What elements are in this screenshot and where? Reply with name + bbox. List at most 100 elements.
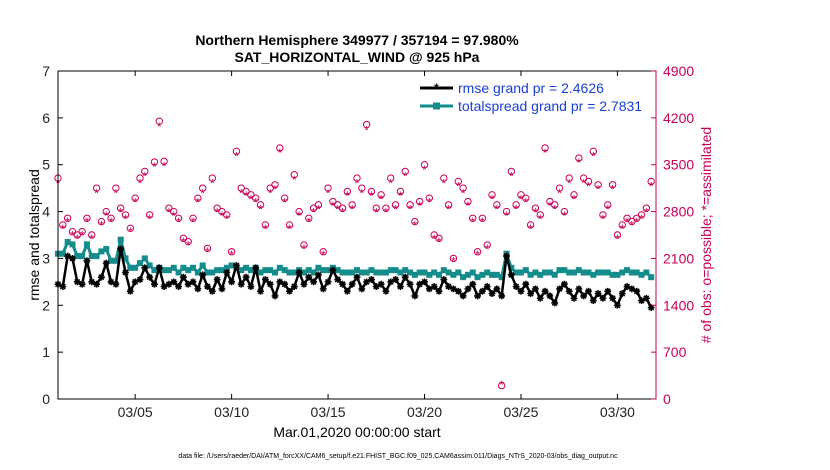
totalspread-point (571, 269, 578, 276)
rmse-point (478, 287, 486, 295)
obs-possible-point (334, 201, 342, 209)
totalspread-point (315, 264, 322, 271)
obs-possible-point (261, 221, 270, 229)
obs-possible-point (319, 248, 327, 256)
rmse-point (594, 290, 602, 297)
obs-possible-point (493, 201, 501, 209)
obs-possible-markers (54, 117, 655, 390)
obs-assimilated-point: * (432, 232, 437, 246)
legend-rmse-marker: * (434, 81, 439, 95)
obs-assimilated-point: * (625, 215, 630, 229)
obs-assimilated-point: * (586, 180, 591, 194)
obs-assimilated-point: * (234, 150, 239, 164)
obs-possible-point (387, 174, 395, 182)
totalspread-point (199, 262, 206, 269)
rmse-point (633, 287, 641, 295)
obs-possible-point (353, 174, 361, 182)
rmse-point (247, 283, 255, 290)
obs-assimilated-point: * (485, 242, 490, 256)
rmse-point (237, 280, 245, 288)
obs-possible-point (555, 184, 564, 192)
totalspread-point (435, 271, 442, 278)
rmse-point (522, 280, 530, 288)
obs-assimilated-point: * (104, 209, 109, 223)
totalspread-point (484, 269, 491, 276)
y-right-tick-label: 2800 (663, 204, 694, 220)
rmse-point (194, 285, 202, 293)
rmse-point (551, 299, 559, 307)
totalspread-point (633, 269, 640, 276)
obs-assimilated-point: * (388, 176, 393, 190)
totalspread-point (262, 267, 269, 274)
totalspread-point (238, 267, 245, 274)
obs-possible-point (608, 181, 617, 189)
obs-possible-point (78, 227, 86, 236)
rmse-point (339, 280, 346, 288)
obs-possible-point (92, 184, 101, 192)
rmse-point (257, 287, 264, 295)
rmse-point (131, 278, 139, 286)
rmse-point (397, 283, 404, 290)
obs-assimilated-point: * (601, 212, 606, 226)
obs-assimilated-point: * (538, 212, 543, 226)
obs-assimilated-point: * (65, 215, 70, 229)
totalspread-point (209, 269, 216, 276)
obs-assimilated-point: * (514, 202, 519, 216)
obs-possible-point (208, 174, 217, 182)
totalspread-point (165, 267, 172, 274)
obs-possible-point (68, 227, 77, 236)
rmse-point (623, 283, 631, 290)
obs-possible-point (252, 194, 260, 202)
obs-possible-point (116, 204, 125, 212)
rmse-point (387, 278, 395, 286)
obs-assimilated-point: * (94, 186, 99, 200)
totalspread-point (170, 264, 177, 271)
y-right-tick-label: 2100 (663, 250, 694, 266)
obs-assimilated-point: * (427, 196, 432, 210)
obs-assimilated-point: * (413, 218, 418, 232)
totalspread-point (378, 269, 385, 276)
obs-assimilated-point: * (562, 209, 567, 223)
rmse-point (343, 287, 351, 295)
obs-possible-point (420, 161, 429, 169)
rmse-point (122, 269, 129, 276)
rmse-point (83, 257, 91, 265)
totalspread-point (609, 271, 616, 278)
y-right-tick-label: 700 (663, 344, 687, 360)
obs-possible-point (633, 214, 641, 222)
obs-assimilated-point: * (326, 186, 331, 200)
y-right-tick-label: 0 (663, 391, 671, 407)
totalspread-point (402, 267, 409, 274)
totalspread-point (108, 257, 115, 264)
obs-assimilated-point: * (142, 170, 147, 184)
obs-possible-point (546, 197, 554, 206)
obs-assimilated-point: * (311, 206, 316, 220)
obs-possible-point (314, 201, 323, 209)
rmse-point (604, 287, 612, 295)
totalspread-point (585, 269, 592, 276)
obs-assimilated-point: * (191, 215, 196, 229)
obs-assimilated-point: * (263, 222, 268, 236)
totalspread-point (180, 264, 187, 271)
totalspread-point (426, 271, 433, 278)
totalspread-series (55, 236, 655, 281)
obs-assimilated-point: * (176, 215, 181, 229)
obs-possible-point (628, 217, 636, 226)
legend-box (418, 76, 648, 118)
rmse-point (589, 297, 597, 304)
rmse-point (392, 276, 399, 283)
totalspread-point (407, 269, 414, 276)
totalspread-point (537, 271, 544, 278)
rmse-point (421, 278, 428, 286)
rmse-point (175, 283, 182, 290)
x-tick-label: 03/25 (503, 404, 538, 420)
totalspread-point (136, 260, 143, 267)
rmse-point (165, 280, 173, 288)
obs-possible-point (203, 244, 212, 253)
totalspread-point (460, 274, 467, 281)
obs-assimilated-point: * (89, 232, 94, 246)
totalspread-point (546, 269, 553, 276)
y-tick-label: 5 (42, 157, 50, 173)
obs-assimilated-point: * (499, 378, 504, 392)
totalspread-point (561, 267, 568, 274)
